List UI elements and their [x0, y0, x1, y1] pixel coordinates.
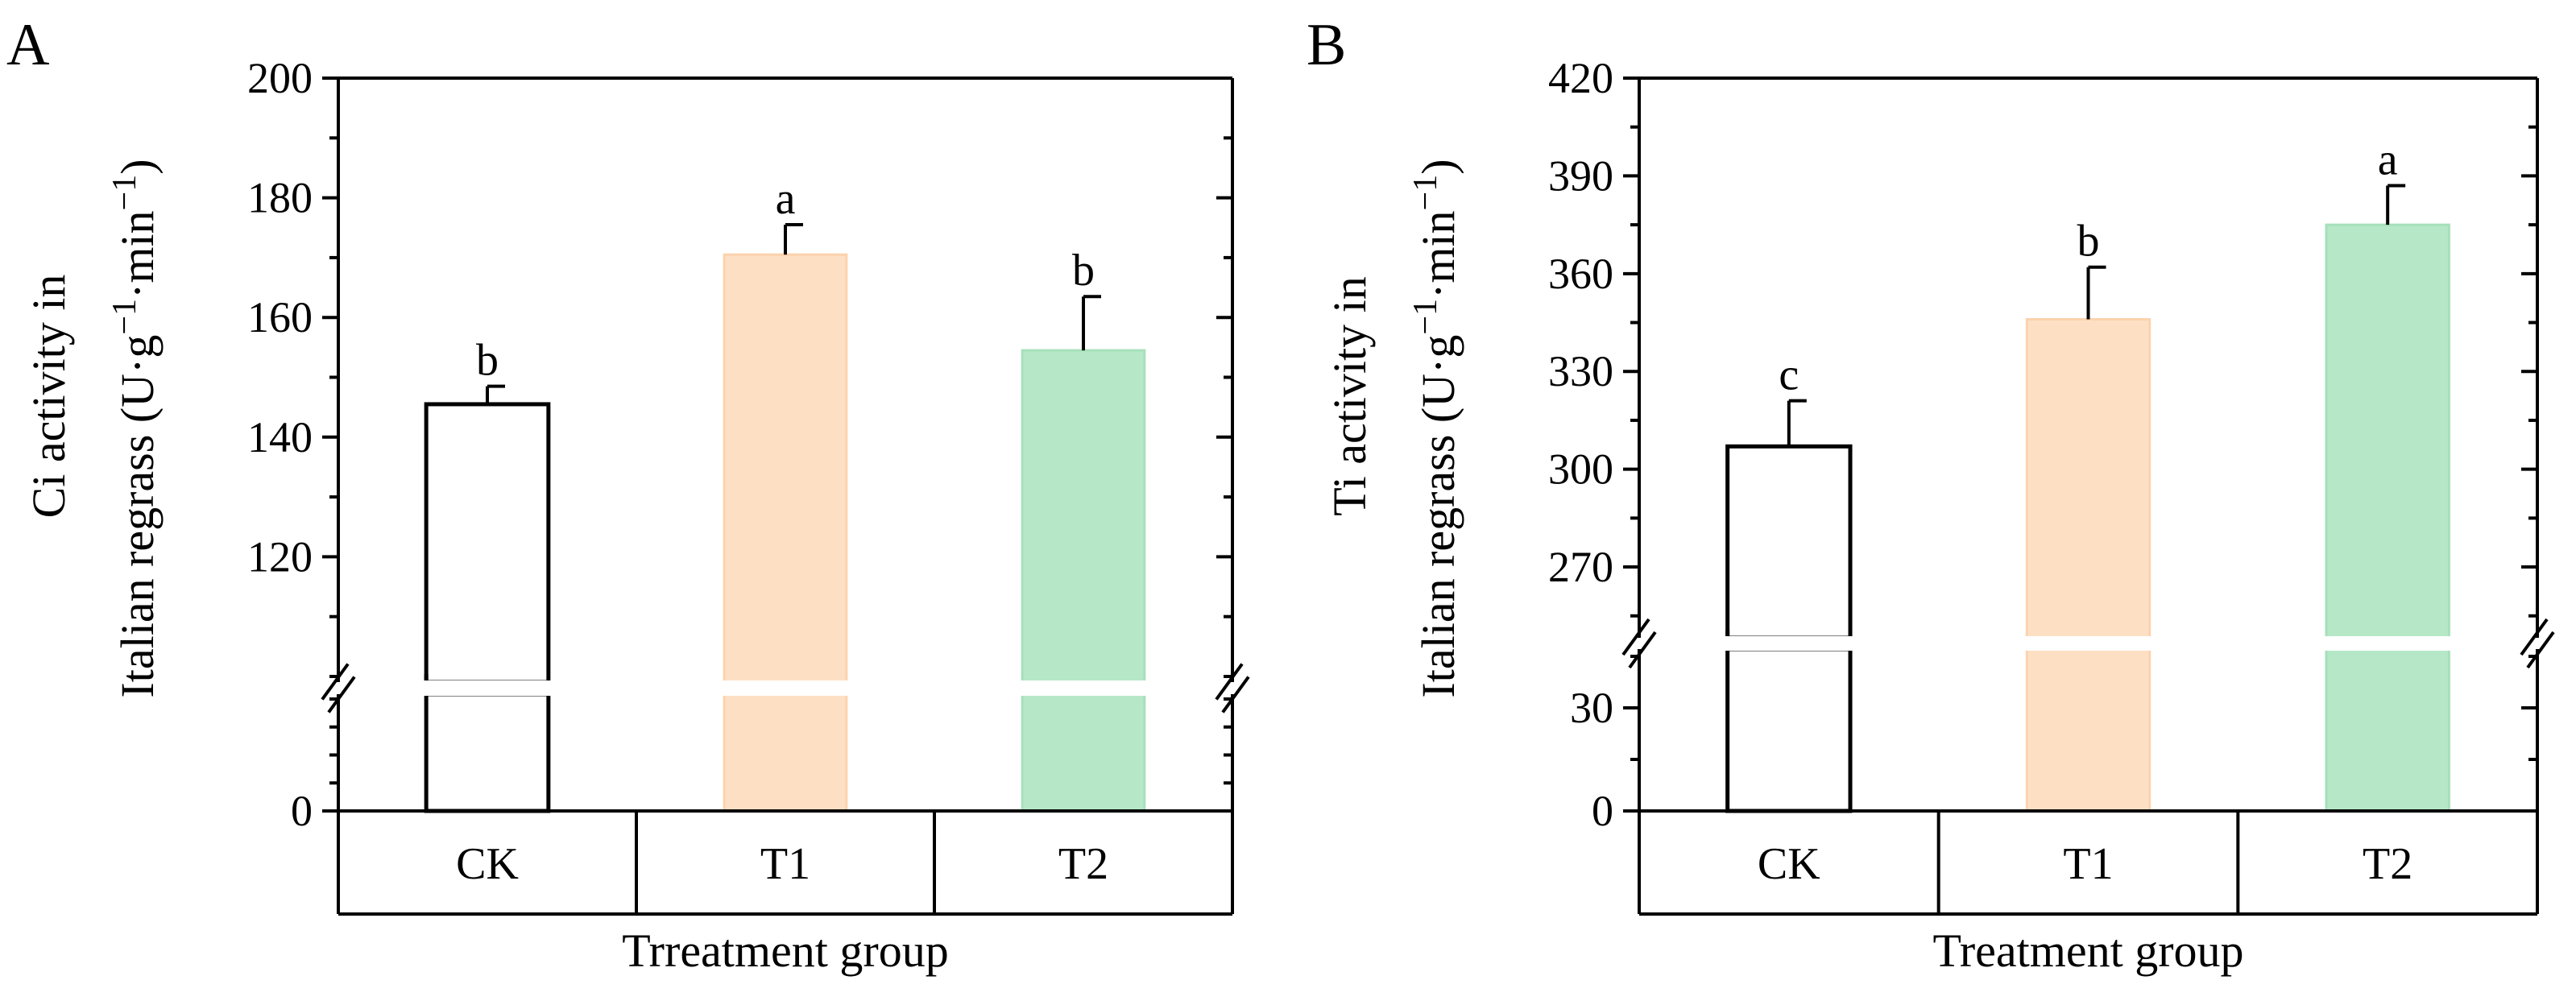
- y-tick-label: 270: [1548, 543, 1613, 591]
- bar-break-gap-t1: [721, 680, 850, 696]
- y-tick-label: 200: [247, 54, 313, 102]
- bar-lower-t2: [1021, 693, 1146, 813]
- y-tick-label: 300: [1548, 445, 1613, 494]
- bar-break-gap-t1: [2023, 636, 2153, 651]
- y-axis-title-part: ): [111, 159, 164, 174]
- x-category-label-t2: T2: [1058, 839, 1108, 889]
- y-axis-title-part: −1: [106, 175, 143, 211]
- x-axis-title: Treatment group: [1932, 924, 2243, 977]
- y-tick-label: 180: [247, 174, 313, 222]
- bar-lower-t1: [2025, 647, 2151, 813]
- bar-lower-ck: [1725, 647, 1853, 813]
- chart-panel-a: b a b 120 140 160 180 200 0 CK T1 T2 Trreatment grou…: [6, 12, 1250, 977]
- axis-break-mark: [1628, 631, 1657, 669]
- significance-label-ck: c: [1779, 350, 1799, 400]
- significance-label-t1: a: [776, 174, 796, 224]
- axis-break-mark: [1215, 663, 1244, 701]
- bar-upper-t1: [2025, 317, 2151, 639]
- y-tick-label: 0: [1592, 787, 1613, 835]
- y-tick-label: 160: [247, 293, 313, 341]
- bar-break-gap-t2: [2322, 636, 2453, 651]
- y-axis-title-line1: Ci activity in: [23, 275, 75, 519]
- bar-upper-ck: [1725, 444, 1853, 640]
- axis-break-mark: [321, 663, 350, 701]
- axis-break-mark: [327, 676, 356, 714]
- y-axis-title-part: −1: [106, 299, 143, 335]
- bar-break-gap-ck: [1724, 636, 1854, 651]
- x-category-label-t2: T2: [2363, 839, 2412, 889]
- bar-break-gap-ck: [423, 680, 552, 696]
- axis-break-mark: [1221, 676, 1250, 714]
- y-axis-title-line2: Italian regrass (U·g−1·min−1): [106, 159, 164, 697]
- bar-upper-t2: [1021, 349, 1146, 684]
- bar-upper-t2: [2325, 223, 2450, 639]
- x-category-label-ck: CK: [456, 839, 519, 889]
- bar-upper-ck: [424, 402, 551, 685]
- axis-break-mark: [2526, 631, 2555, 669]
- chart-panel-b: c b a 270 300 330 360 390 420 0 30 CK T1 T2 Treatment …: [1307, 12, 2555, 977]
- bar-upper-t1: [723, 253, 848, 684]
- x-category-label-ck: CK: [1758, 839, 1820, 889]
- significance-label-t2: a: [2378, 135, 2398, 185]
- y-tick-label: 120: [247, 532, 313, 581]
- y-tick-label: 140: [247, 413, 313, 461]
- y-axis-title-part: ·min: [1412, 210, 1464, 299]
- bar-lower-ck: [424, 692, 551, 813]
- y-axis-title-part: ): [1412, 159, 1464, 174]
- significance-label-t2: b: [1072, 246, 1095, 296]
- y-axis-title-part: ·min: [111, 210, 164, 299]
- y-axis-title-line1: Ti activity in: [1323, 276, 1376, 516]
- y-axis-title-part: −1: [1407, 299, 1444, 335]
- y-axis-title-part: −1: [1407, 175, 1444, 211]
- x-category-label-t1: T1: [760, 839, 810, 889]
- axis-break-mark: [2520, 618, 2549, 656]
- bar-break-gap-t2: [1019, 680, 1148, 696]
- y-tick-label: 330: [1548, 347, 1613, 395]
- x-axis-title: Trreatment group: [622, 924, 948, 977]
- bar-lower-t1: [723, 693, 848, 813]
- y-axis-title-line2: Italian regrass (U·g−1·min−1): [1407, 159, 1464, 697]
- y-tick-label: 0: [291, 787, 313, 835]
- y-axis-title-part: Italian regrass (U·g: [111, 335, 164, 698]
- y-tick-label: 390: [1548, 151, 1613, 200]
- axis-break-mark: [1621, 618, 1650, 656]
- panel-label: A: [6, 12, 49, 78]
- significance-label-t1: b: [2077, 217, 2100, 267]
- y-tick-label: 360: [1548, 250, 1613, 298]
- y-axis-title-part: Italian regrass (U·g: [1412, 335, 1464, 698]
- panel-label: B: [1307, 12, 1346, 78]
- x-category-label-t1: T1: [2063, 839, 2113, 889]
- y-tick-label: 30: [1570, 684, 1613, 732]
- y-tick-label: 420: [1548, 54, 1613, 102]
- significance-label-ck: b: [476, 336, 499, 386]
- bar-lower-t2: [2325, 647, 2450, 813]
